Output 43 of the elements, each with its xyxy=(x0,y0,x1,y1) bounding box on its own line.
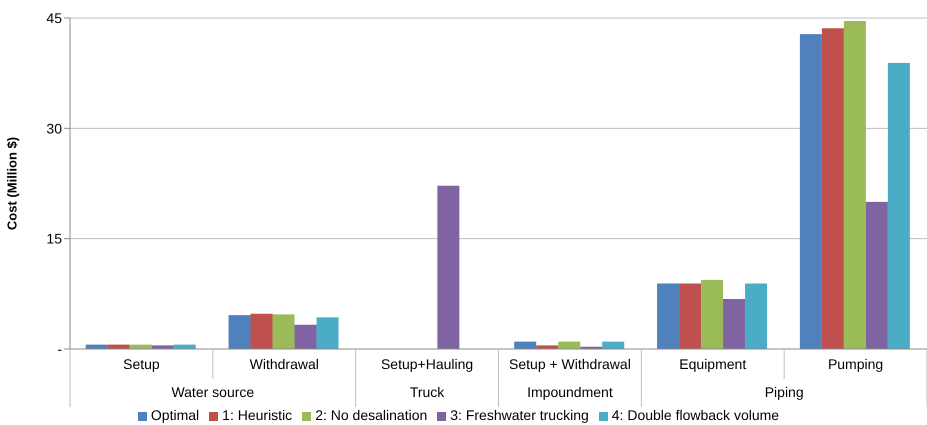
bar xyxy=(250,314,273,349)
bar xyxy=(294,324,317,349)
bar xyxy=(822,28,844,349)
x-tick-label: Withdrawal xyxy=(250,356,319,372)
bar xyxy=(86,344,108,349)
legend-label: 2: No desalination xyxy=(315,407,428,423)
legend-label: 1: Heuristic xyxy=(222,407,292,423)
text: Water source xyxy=(171,384,254,400)
bar xyxy=(888,62,910,349)
bar xyxy=(745,284,768,349)
text: Truck xyxy=(410,384,446,400)
y-tick-label: 45 xyxy=(46,10,62,26)
legend-label: 3: Freshwater trucking xyxy=(450,407,589,423)
bar xyxy=(228,315,251,349)
bar xyxy=(800,34,822,349)
y-axis-title: Cost (Million $) xyxy=(4,136,20,230)
bar xyxy=(108,344,130,349)
bar xyxy=(723,298,746,349)
x-tick-label: Setup xyxy=(123,356,160,372)
legend-label: 4: Double flowback volume xyxy=(612,407,780,423)
bar xyxy=(602,342,624,349)
bar xyxy=(679,284,702,349)
bar xyxy=(514,342,536,349)
y-tick-label: - xyxy=(57,340,62,357)
y-tick-label: 30 xyxy=(46,120,62,136)
bar xyxy=(174,344,196,349)
bar xyxy=(844,20,866,349)
bar xyxy=(437,186,460,349)
bar xyxy=(866,202,888,349)
text: Piping xyxy=(764,384,804,400)
x-tick-label: Setup + Withdrawal xyxy=(509,356,631,372)
x-tick-label: Pumping xyxy=(828,356,884,372)
bar xyxy=(558,342,580,349)
x-tick-label: Equipment xyxy=(679,356,746,372)
y-tick-label: 15 xyxy=(46,230,62,247)
bar xyxy=(701,280,724,349)
bar xyxy=(657,284,680,349)
bar xyxy=(130,344,152,349)
bar xyxy=(316,317,339,349)
bar xyxy=(272,314,295,349)
legend-label: Optimal xyxy=(150,407,200,423)
text: Impoundment xyxy=(527,384,613,400)
x-tick-label: Setup+Hauling xyxy=(380,356,474,372)
